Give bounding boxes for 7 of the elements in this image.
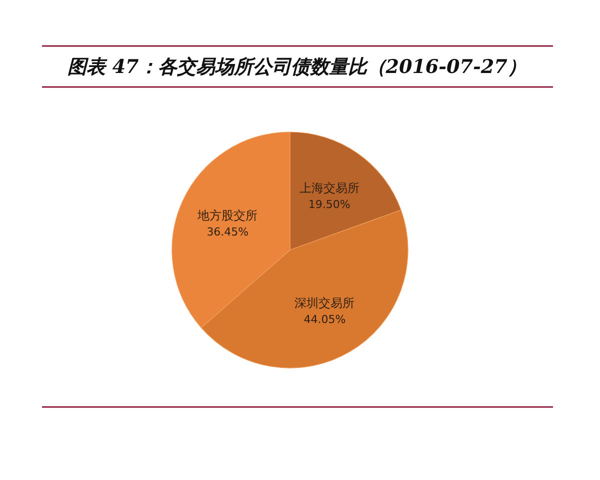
slice-label: 深圳交易所 <box>294 296 355 310</box>
slice-label: 地方股交所 <box>196 208 258 223</box>
data-label: 44.05% <box>304 312 346 326</box>
chart-title: 图表 47：各交易场所公司债数量比（2016-07-27） <box>68 56 526 78</box>
slice-label: 上海交易所 <box>299 181 360 196</box>
data-label: 36.45% <box>206 226 249 239</box>
data-label: 19.50% <box>308 198 350 212</box>
